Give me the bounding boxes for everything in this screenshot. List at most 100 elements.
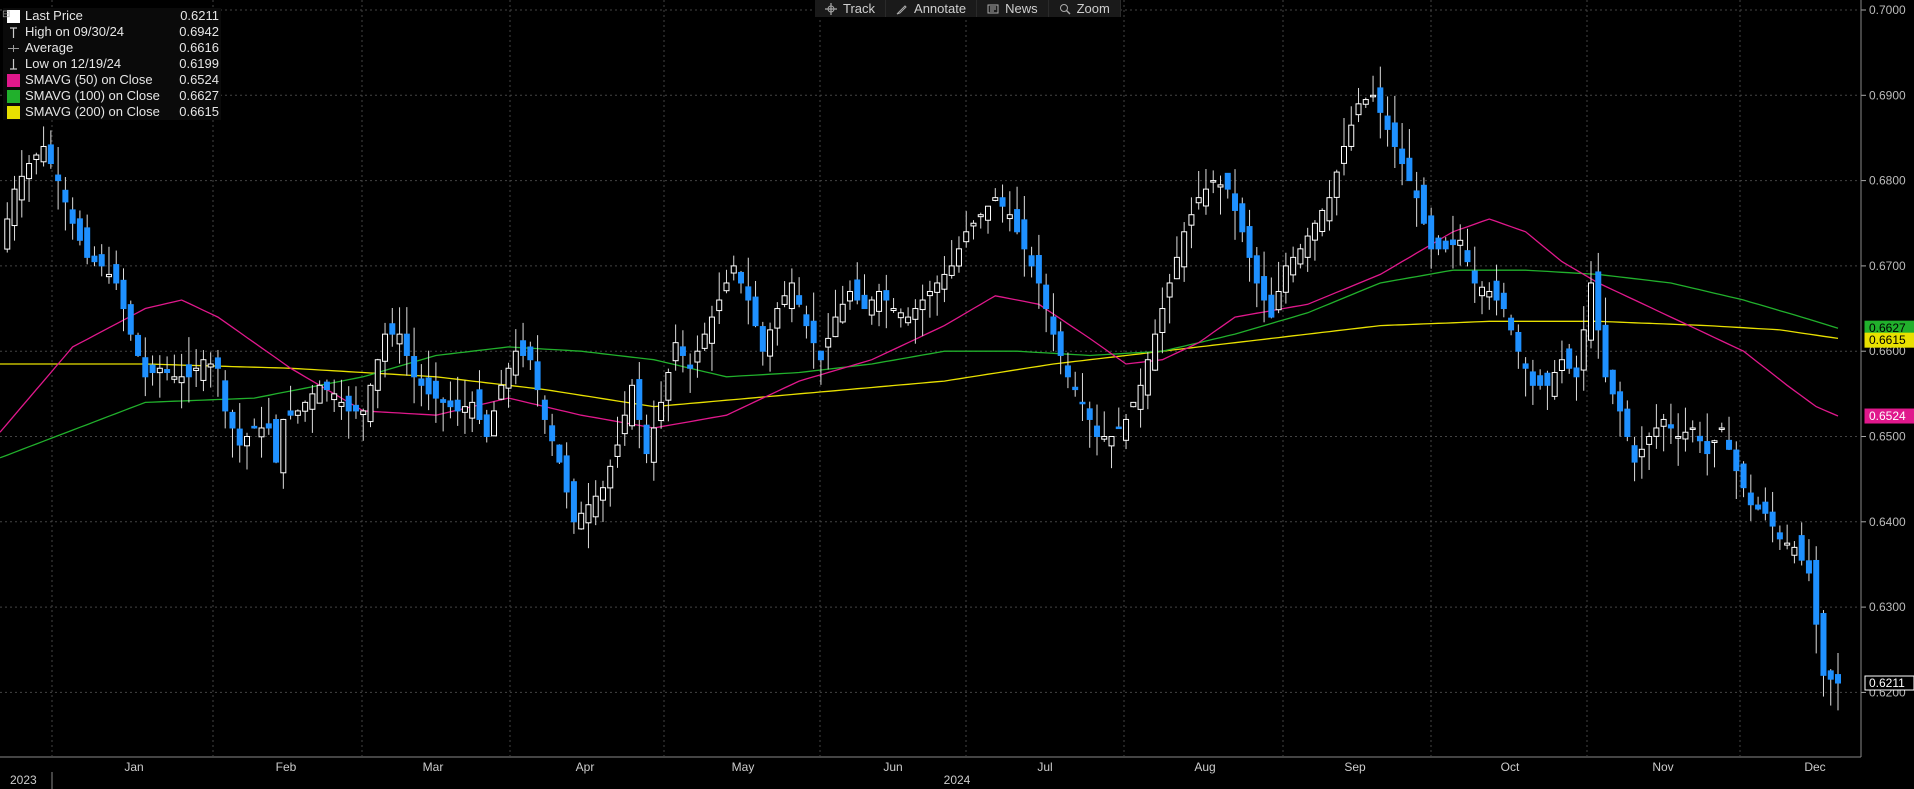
candle-down bbox=[1704, 441, 1711, 455]
candle-down bbox=[1500, 292, 1507, 310]
candle-up bbox=[1355, 103, 1362, 116]
candle-up bbox=[309, 393, 316, 410]
x-tick-label: Mar bbox=[423, 760, 444, 774]
candle-up bbox=[11, 188, 18, 227]
candle-down bbox=[403, 333, 410, 356]
candle-down bbox=[142, 357, 149, 378]
candle-up bbox=[156, 367, 163, 374]
candle-up bbox=[171, 376, 178, 380]
candle-up bbox=[767, 329, 774, 357]
candle-down bbox=[643, 424, 650, 455]
candle-up bbox=[1362, 99, 1369, 105]
value-badge bbox=[1864, 332, 1914, 348]
candle-up bbox=[1689, 427, 1696, 430]
annotate-button[interactable]: Annotate bbox=[886, 0, 978, 17]
candle-down bbox=[1522, 363, 1529, 369]
candle-up bbox=[723, 282, 730, 292]
candle-down bbox=[222, 380, 229, 412]
track-label: Track bbox=[843, 1, 876, 16]
candle-up bbox=[461, 406, 468, 413]
candle-down bbox=[883, 290, 890, 301]
candle-down bbox=[1086, 408, 1093, 420]
candle-up bbox=[280, 418, 287, 474]
zoom-button[interactable]: Zoom bbox=[1049, 0, 1121, 17]
legend-last-price: Last Price 0.6211 bbox=[3, 8, 221, 24]
candle-up bbox=[1653, 427, 1660, 437]
candle-up bbox=[1181, 231, 1188, 268]
candle-down bbox=[62, 189, 69, 203]
candle-down bbox=[563, 455, 570, 493]
candle-up bbox=[607, 465, 614, 489]
candle-down bbox=[447, 400, 454, 408]
candle-down bbox=[636, 379, 643, 420]
y-tick-label: 0.6700 bbox=[1869, 259, 1906, 273]
candle-down bbox=[418, 378, 425, 386]
y-tick-label: 0.6300 bbox=[1869, 600, 1906, 614]
legend-value: 0.6615 bbox=[179, 104, 219, 119]
candle-up bbox=[825, 337, 832, 348]
white-square-icon bbox=[7, 9, 20, 23]
candle-up bbox=[1159, 308, 1166, 334]
candle-up bbox=[244, 436, 251, 447]
track-button[interactable]: Track bbox=[815, 0, 887, 17]
candle-up bbox=[1195, 197, 1202, 204]
candle-up bbox=[599, 487, 606, 501]
candle-down bbox=[1631, 445, 1638, 463]
legend-value: 0.6199 bbox=[179, 56, 219, 71]
candle-down bbox=[1755, 504, 1762, 510]
candle-down bbox=[135, 334, 142, 356]
candle-up bbox=[1479, 286, 1486, 297]
candle-down bbox=[1239, 203, 1246, 233]
value-badge-label: 0.6524 bbox=[1869, 409, 1906, 423]
candle-down bbox=[251, 425, 258, 429]
candle-up bbox=[1006, 214, 1013, 220]
candle-up bbox=[774, 308, 781, 329]
candle-down bbox=[570, 481, 577, 523]
candle-up bbox=[1457, 239, 1464, 246]
legend-value: 0.6211 bbox=[180, 8, 219, 23]
y-tick-label: 0.6800 bbox=[1869, 174, 1906, 188]
candle-down bbox=[759, 326, 766, 352]
candle-up bbox=[977, 214, 984, 218]
candle-down bbox=[1406, 157, 1413, 182]
x-tick-label: Nov bbox=[1652, 760, 1673, 774]
legend-label: SMAVG (50) on Close bbox=[25, 72, 153, 87]
candle-up bbox=[382, 333, 389, 362]
legend-low: Low on 12/19/24 0.6199 bbox=[3, 56, 221, 72]
candle-down bbox=[1115, 426, 1122, 430]
candle-down bbox=[541, 399, 548, 420]
candle-down bbox=[1377, 87, 1384, 113]
candle-up bbox=[919, 299, 926, 311]
pencil-icon bbox=[896, 4, 907, 14]
candle-down bbox=[796, 295, 803, 305]
collapse-icon[interactable]: ⊟ bbox=[2, 9, 11, 20]
candle-up bbox=[672, 342, 679, 362]
candle-up bbox=[578, 512, 585, 530]
candle-down bbox=[520, 340, 527, 356]
candle-down bbox=[1566, 348, 1573, 369]
candle-down bbox=[1726, 439, 1733, 450]
candle-up bbox=[1217, 184, 1224, 188]
candle-down bbox=[549, 425, 556, 442]
news-button[interactable]: News bbox=[977, 0, 1049, 17]
candle-up bbox=[1108, 436, 1115, 447]
y-tick-label: 0.7000 bbox=[1869, 3, 1906, 17]
candle-down bbox=[1595, 271, 1602, 331]
candle-up bbox=[963, 231, 970, 243]
candle-up bbox=[1646, 436, 1653, 445]
candle-up bbox=[897, 312, 904, 319]
annotate-label: Annotate bbox=[914, 1, 967, 16]
candle-up bbox=[934, 282, 941, 293]
candle-up bbox=[658, 401, 665, 422]
candle-up bbox=[491, 410, 498, 437]
candle-down bbox=[1747, 492, 1754, 506]
candle-up bbox=[868, 299, 875, 316]
candle-down bbox=[1624, 408, 1631, 437]
candle-down bbox=[1835, 674, 1841, 684]
candle-down bbox=[854, 279, 861, 301]
candle-up bbox=[1290, 256, 1297, 276]
candle-down bbox=[803, 314, 810, 327]
sma50-swatch-icon bbox=[7, 73, 20, 87]
candle-up bbox=[629, 384, 636, 427]
